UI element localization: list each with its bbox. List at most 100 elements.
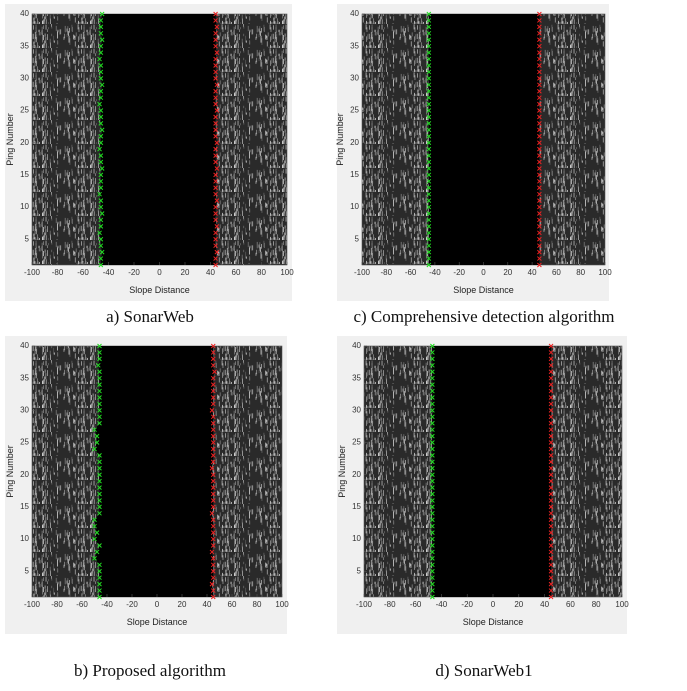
edge-point — [548, 556, 554, 561]
edge-point — [430, 549, 435, 555]
edge-point — [548, 395, 554, 400]
edge-point — [430, 453, 435, 458]
edge-point — [548, 530, 554, 535]
edge-point — [214, 249, 220, 255]
y-axis-label: Ping Number — [335, 113, 345, 166]
edge-point — [548, 408, 554, 413]
y-tick-label: 10 — [20, 534, 29, 543]
edge-point — [97, 414, 102, 420]
edge-point — [214, 82, 220, 88]
edge-point — [97, 388, 102, 394]
y-tick-label: 30 — [352, 405, 361, 414]
edge-point — [98, 108, 104, 113]
edge-point — [98, 262, 104, 268]
y-tick-label: 20 — [20, 138, 29, 147]
edge-point — [426, 178, 432, 184]
x-tick-label: -80 — [381, 268, 393, 277]
edge-point — [94, 530, 100, 535]
x-tick-label: -20 — [453, 268, 465, 277]
y-tick-label: 35 — [20, 373, 29, 382]
edge-point — [426, 172, 432, 178]
edge-point — [548, 356, 554, 362]
edge-point — [97, 191, 102, 197]
y-tick-label: 30 — [350, 73, 359, 82]
x-tick-label: -40 — [101, 600, 113, 609]
edge-point — [430, 350, 435, 355]
edge-point — [213, 56, 218, 62]
x-tick-label: 40 — [528, 268, 537, 277]
edge-point — [213, 243, 218, 249]
edge-point — [537, 114, 542, 120]
edge-point — [430, 478, 435, 484]
edge-point — [426, 88, 432, 94]
x-tick-label: 60 — [566, 600, 575, 609]
edge-point — [548, 343, 554, 349]
edge-point — [430, 588, 435, 593]
edge-point — [209, 408, 215, 413]
edge-point — [426, 82, 432, 88]
edge-point — [426, 95, 432, 101]
edge-point — [99, 127, 105, 133]
edge-point — [426, 198, 432, 203]
edge-point — [97, 375, 102, 381]
edge-point — [548, 362, 554, 368]
edge-point — [430, 510, 435, 516]
x-tick-label: 80 — [576, 268, 585, 277]
edge-point — [426, 243, 432, 249]
edge-point — [426, 153, 432, 158]
edge-point — [213, 127, 218, 133]
x-tick-label: -20 — [128, 268, 140, 277]
edge-point — [426, 114, 432, 120]
x-axis-label: Slope Distance — [127, 617, 188, 627]
edge-point — [97, 350, 102, 355]
edge-point — [548, 465, 554, 471]
edge-point — [213, 262, 218, 268]
edge-point — [213, 146, 218, 152]
edge-point — [214, 24, 220, 30]
y-tick-label: 40 — [350, 9, 359, 18]
x-tick-label: 60 — [552, 268, 561, 277]
edge-point — [548, 575, 554, 581]
edge-point — [548, 581, 554, 587]
edge-point — [213, 211, 218, 216]
edge-point — [426, 133, 432, 139]
edge-point — [213, 30, 218, 36]
edge-point — [210, 356, 216, 362]
edge-point — [548, 350, 554, 355]
edge-point — [97, 510, 102, 516]
y-tick-label: 10 — [20, 202, 29, 211]
edge-point — [537, 101, 542, 107]
edge-point — [537, 133, 542, 139]
edge-point — [97, 343, 102, 349]
edge-point — [214, 108, 220, 113]
x-tick-label: -100 — [24, 600, 41, 609]
edge-point — [97, 56, 102, 62]
x-tick-label: -40 — [103, 268, 115, 277]
edge-point — [430, 523, 435, 529]
edge-point — [426, 159, 432, 165]
y-tick-label: 20 — [352, 470, 361, 479]
edge-point — [210, 427, 216, 433]
edge-point — [209, 465, 215, 471]
y-tick-label: 10 — [352, 534, 361, 543]
y-tick-label: 15 — [350, 170, 359, 179]
x-tick-label: 80 — [592, 600, 601, 609]
y-tick-label: 5 — [25, 566, 30, 575]
edge-point — [210, 420, 216, 426]
y-tick-label: 5 — [25, 234, 30, 243]
edge-point — [426, 262, 432, 268]
edge-point — [537, 217, 542, 223]
edge-point — [426, 76, 432, 81]
edge-point — [92, 517, 97, 523]
x-tick-label: -60 — [405, 268, 417, 277]
x-tick-label: 20 — [178, 600, 187, 609]
edge-point — [98, 76, 104, 81]
edge-point — [210, 543, 216, 548]
edge-point — [210, 575, 216, 581]
x-tick-label: 40 — [540, 600, 549, 609]
edge-point — [97, 568, 102, 574]
x-tick-label: 40 — [206, 268, 215, 277]
y-axis-label: Ping Number — [337, 445, 347, 498]
edge-point — [97, 465, 102, 471]
edge-point — [214, 224, 220, 229]
